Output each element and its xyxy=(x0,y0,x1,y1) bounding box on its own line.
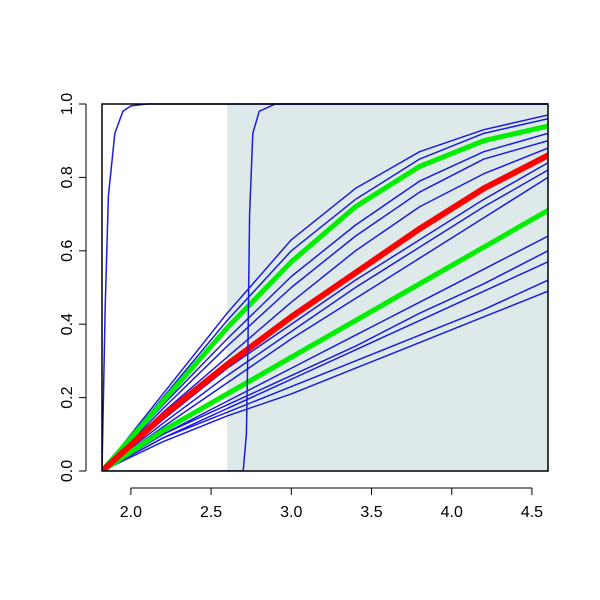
series-line xyxy=(102,147,548,471)
x-tick-label: 3.0 xyxy=(280,504,302,521)
y-tick-label: 0.8 xyxy=(59,166,76,188)
y-tick-label: 0.2 xyxy=(59,386,76,408)
plot-lines xyxy=(102,103,548,471)
series-line xyxy=(102,117,548,471)
series-line xyxy=(102,123,548,471)
x-tick-label: 3.5 xyxy=(360,504,382,521)
series-line xyxy=(102,132,548,471)
series-line xyxy=(102,207,548,471)
series-line xyxy=(102,169,548,471)
y-tick-label: 0.0 xyxy=(59,460,76,482)
series-line xyxy=(102,152,548,471)
x-tick-label: 2.0 xyxy=(120,504,142,521)
shaded-region xyxy=(227,104,548,471)
y-tick-label: 1.0 xyxy=(59,93,76,115)
plot-box xyxy=(101,103,549,472)
series-line xyxy=(102,176,548,471)
series-line xyxy=(102,290,548,471)
x-tick-label: 4.5 xyxy=(521,504,543,521)
series-line xyxy=(102,103,548,471)
x-tick-label: 4.0 xyxy=(441,504,463,521)
series-line xyxy=(102,114,548,471)
x-tick-label: 2.5 xyxy=(200,504,222,521)
y-tick-label: 0.4 xyxy=(59,313,76,335)
series-line xyxy=(102,279,548,471)
y-tick-label: 0.6 xyxy=(59,240,76,262)
series-line xyxy=(102,250,548,471)
series-line xyxy=(102,139,548,471)
